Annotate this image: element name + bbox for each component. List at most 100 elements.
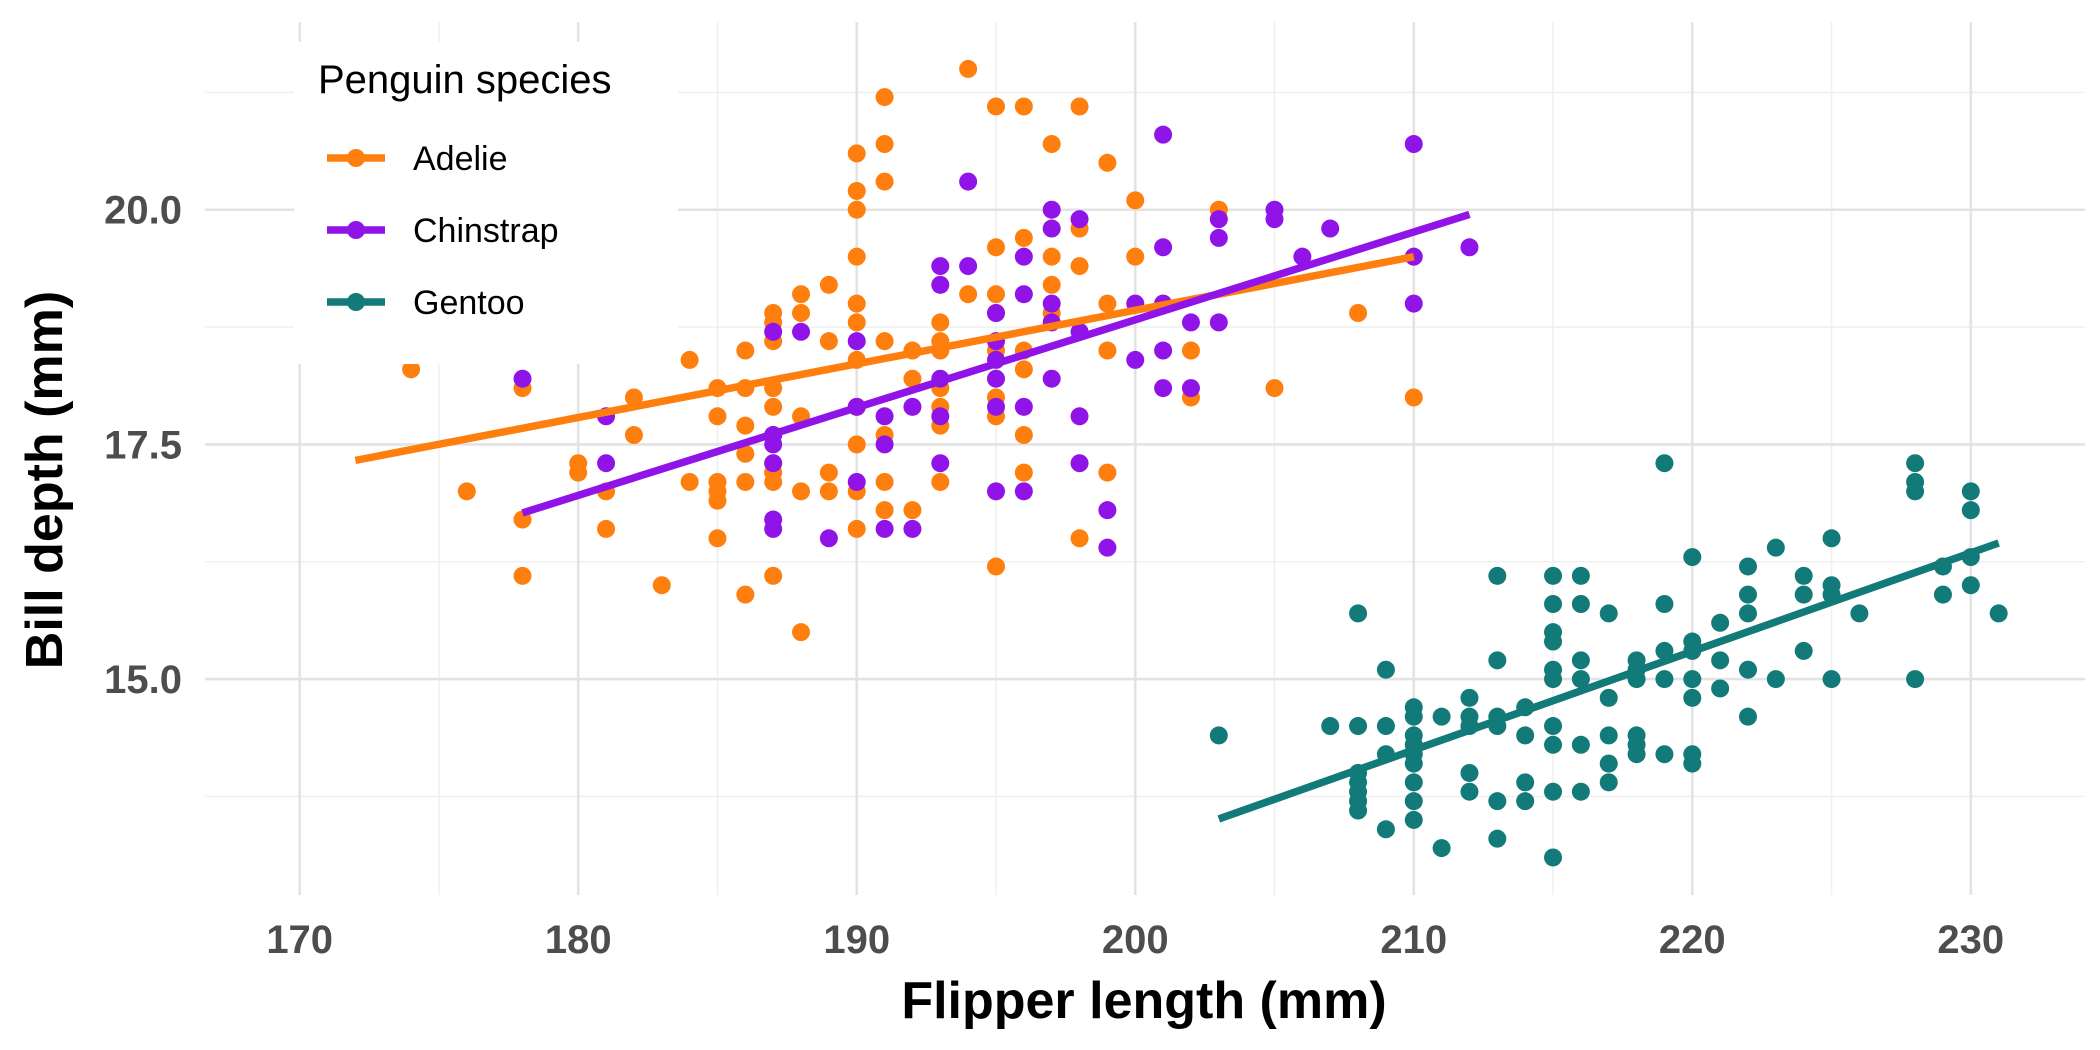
gentoo-point [1711,613,1730,632]
adelie-point [736,416,755,435]
gentoo-point [1738,707,1757,726]
gentoo-point [1544,735,1563,754]
x-tick-label: 170 [266,918,333,962]
chinstrap-point [792,322,811,341]
chinstrap-point [931,407,950,426]
adelie-point [402,360,421,379]
chinstrap-point [1014,285,1033,304]
gentoo-point [1376,820,1395,839]
y-axis-tick-labels: 15.0 17.5 20.0 [104,189,182,702]
adelie-point [708,407,727,426]
gentoo-point [1711,679,1730,698]
chinstrap-point [1154,238,1173,257]
gentoo-point [1432,839,1451,858]
legend-swatch-point [347,293,365,311]
adelie-point [986,97,1005,116]
adelie-point [764,472,783,491]
gentoo-point [1488,792,1507,811]
gentoo-point [1209,726,1228,745]
x-axis-title: Flipper length (mm) [901,972,1386,1030]
legend-swatch-point [347,221,365,239]
adelie-point [875,472,894,491]
chinstrap-point [847,472,866,491]
gentoo-point [1599,604,1618,623]
chinstrap-point [1042,369,1061,388]
x-axis-tick-labels: 170 180 190 200 210 220 230 [266,918,2004,962]
adelie-point [847,200,866,219]
gentoo-point [1933,585,1952,604]
adelie-point [1014,97,1033,116]
y-tick-label: 15.0 [104,658,182,702]
gentoo-point [1544,848,1563,867]
adelie-point [792,482,811,501]
gentoo-point [1822,670,1841,689]
chinstrap-point [931,454,950,473]
chinstrap-point [1014,482,1033,501]
adelie-point [1014,360,1033,379]
gentoo-point [1599,754,1618,773]
adelie-point [1126,191,1145,210]
gentoo-point [1711,651,1730,670]
gentoo-point [1571,566,1590,585]
adelie-point [1070,257,1089,276]
legend-item-gentoo: Gentoo [327,284,525,322]
gentoo-trend-line [1217,539,2000,823]
gentoo-point [1404,810,1423,829]
gentoo-point [1376,717,1395,736]
chinstrap-point [1070,210,1089,229]
chinstrap-point [1265,210,1284,229]
chinstrap-point [1293,247,1312,266]
adelie-point [736,585,755,604]
adelie-point [457,482,476,501]
gentoo-point [1683,670,1702,689]
gentoo-point [1989,604,2008,623]
legend-label: Chinstrap [413,212,559,250]
adelie-point [792,623,811,642]
chinstrap-point [1070,454,1089,473]
chinstrap-point [1042,200,1061,219]
gentoo-point [1516,726,1535,745]
gentoo-point [1544,717,1563,736]
gentoo-point [1516,773,1535,792]
adelie-point [1098,294,1117,313]
gentoo-point [1599,773,1618,792]
chinstrap-point [764,322,783,341]
chinstrap-point [764,435,783,454]
adelie-point [986,285,1005,304]
adelie-point [931,313,950,332]
gentoo-point [1655,670,1674,689]
chinstrap-point [1154,341,1173,360]
adelie-point [1070,529,1089,548]
chinstrap-point [1154,379,1173,398]
adelie-point [1265,379,1284,398]
adelie-point [624,388,643,407]
chinstrap-point [903,519,922,538]
gentoo-point [1460,763,1479,782]
chinstrap-point [1154,125,1173,144]
gentoo-point [1906,670,1925,689]
adelie-point [1181,341,1200,360]
adelie-point [708,491,727,510]
adelie-point [1042,247,1061,266]
legend-label: Adelie [413,140,508,178]
chinstrap-point [819,529,838,548]
gentoo-point [1655,595,1674,613]
gentoo-point [1683,688,1702,707]
adelie-point [764,566,783,585]
adelie-point [847,294,866,313]
gentoo-point [1599,726,1618,745]
legend-label: Gentoo [413,284,525,322]
legend-title: Penguin species [318,58,612,102]
adelie-point [875,332,894,351]
adelie-point [624,426,643,445]
adelie-point [1349,304,1368,322]
chinstrap-point [1014,247,1033,266]
adelie-point [986,238,1005,257]
adelie-point [1014,426,1033,445]
trend-lines [354,210,2000,823]
chinstrap-point [875,435,894,454]
gentoo-point [1516,792,1535,811]
adelie-point [736,472,755,491]
adelie-point [903,369,922,388]
gentoo-point [1738,604,1757,623]
